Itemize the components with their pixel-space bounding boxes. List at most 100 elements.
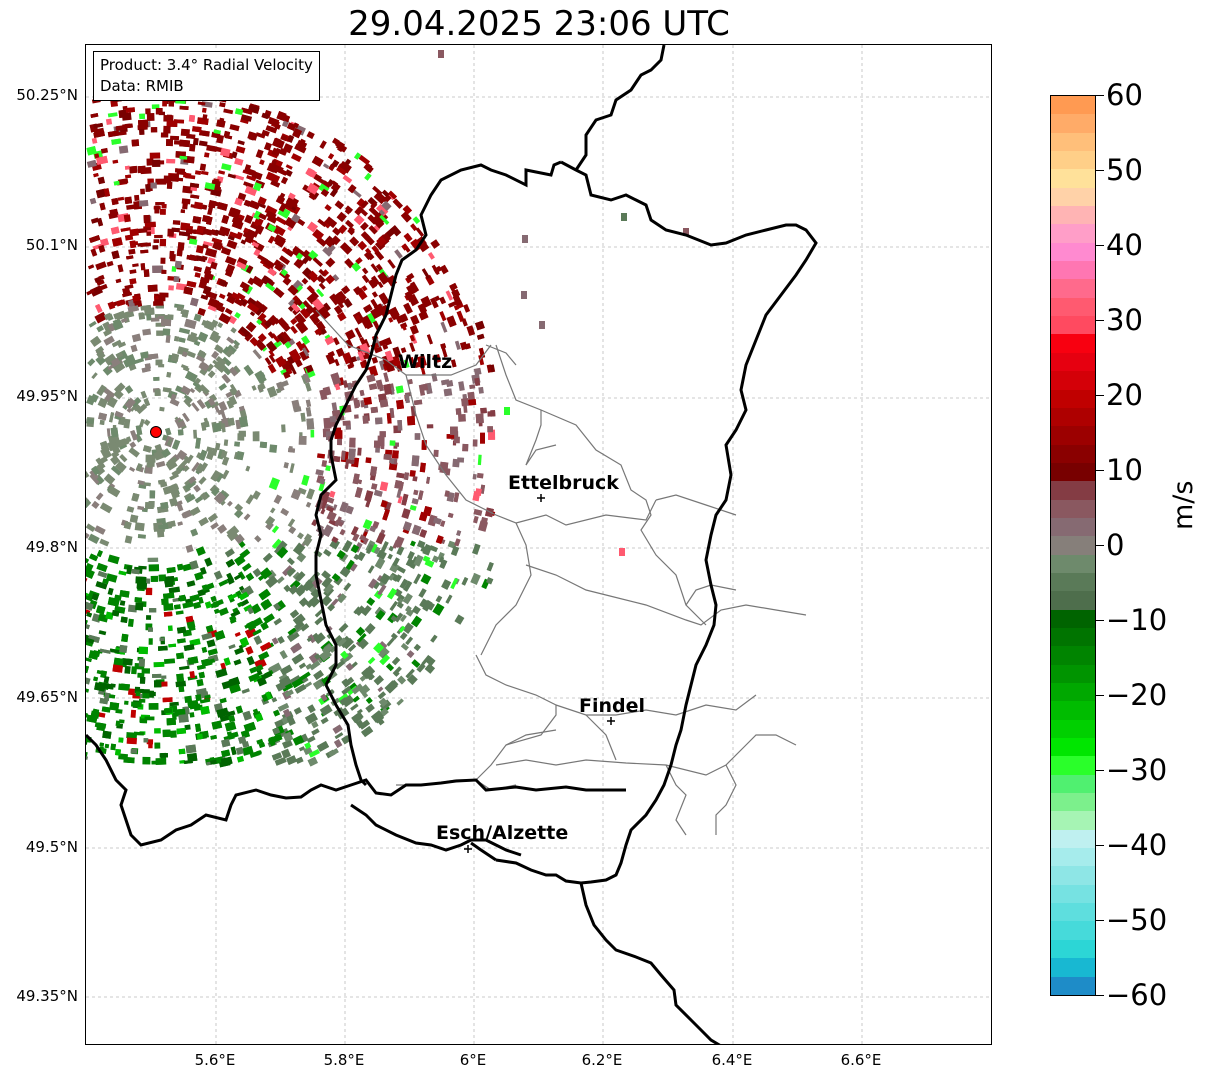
radar-echo-cell xyxy=(137,672,145,678)
radar-echo-cell xyxy=(203,320,216,331)
radar-echo-cell xyxy=(293,406,302,413)
radar-echo-cell xyxy=(295,340,305,352)
radar-echo-cell xyxy=(244,164,252,173)
radar-echo-cell xyxy=(153,376,160,381)
radar-echo-cell xyxy=(305,582,315,591)
radar-echo-cell xyxy=(334,430,343,439)
radar-echo-cell xyxy=(239,326,251,337)
radar-echo-cell xyxy=(431,555,440,563)
radar-echo-cell xyxy=(252,628,262,636)
radar-echo-cell xyxy=(96,155,109,165)
radar-echo-cell xyxy=(86,554,90,564)
radar-echo-cell xyxy=(478,354,485,366)
radar-echo-cell xyxy=(112,360,126,374)
radar-echo-cell xyxy=(172,597,180,602)
radar-echo-cell xyxy=(316,453,326,459)
radar-echo-cell xyxy=(86,688,90,693)
radar-echo-cell xyxy=(137,505,145,511)
radar-echo-cell xyxy=(229,231,241,240)
radar-echo-cell xyxy=(392,346,402,359)
radar-echo-cell xyxy=(90,112,99,119)
radar-echo-cell xyxy=(176,306,184,312)
radar-echo-cell xyxy=(389,562,400,573)
radar-echo-cell xyxy=(331,402,338,413)
radar-echo-cell xyxy=(438,50,444,58)
radar-echo-cell xyxy=(99,283,108,291)
radar-echo-cell xyxy=(411,659,421,668)
radar-echo-cell xyxy=(265,575,279,588)
radar-echo-cell xyxy=(358,684,371,696)
radar-echo-cell xyxy=(102,365,113,376)
radar-echo-cell xyxy=(129,165,138,174)
radar-echo-cell xyxy=(200,276,210,284)
radar-echo-cell xyxy=(106,396,118,408)
radar-echo-cell xyxy=(278,319,291,332)
radar-echo-cell xyxy=(130,429,138,441)
radar-echo-cell xyxy=(344,559,355,572)
radar-echo-cell xyxy=(94,311,108,324)
radar-echo-cell xyxy=(185,228,197,235)
radar-echo-cell xyxy=(96,722,106,732)
radar-echo-cell xyxy=(178,748,186,755)
radar-echo-cell xyxy=(396,472,405,479)
radar-echo-cell xyxy=(189,387,196,394)
radar-echo-cell xyxy=(430,634,438,643)
radar-echo-cell xyxy=(113,389,124,400)
radar-echo-cell xyxy=(385,663,395,672)
radar-echo-cell xyxy=(351,711,364,724)
radar-echo-cell xyxy=(294,143,307,154)
radar-echo-cell xyxy=(172,220,181,225)
radar-echo-cell xyxy=(382,508,390,521)
radar-echo-cell xyxy=(144,363,151,370)
map-panel[interactable]: Wiltz Ettelbruck Findel Esch/Alzette xyxy=(85,44,992,1045)
radar-echo-cell xyxy=(204,152,210,158)
radar-echo-cell xyxy=(203,266,212,275)
radar-echo-cell xyxy=(248,672,260,682)
radar-echo-cell xyxy=(384,350,394,362)
radar-echo-cell xyxy=(96,669,105,675)
radar-echo-cell xyxy=(234,197,244,206)
radar-echo-cell xyxy=(157,315,165,320)
radar-echo-cell xyxy=(171,227,180,233)
radar-echo-cell xyxy=(349,437,356,448)
radar-echo-cell xyxy=(245,646,254,655)
radar-echo-cell xyxy=(445,594,453,604)
radar-echo-cell xyxy=(146,739,154,745)
radar-echo-cell xyxy=(95,492,104,501)
radar-echo-cell xyxy=(221,738,231,748)
radar-echo-cell xyxy=(273,340,282,348)
radar-echo-cell xyxy=(119,311,130,319)
radar-echo-cell xyxy=(350,382,355,388)
radar-echo-cell xyxy=(379,431,386,438)
radar-echo-cell xyxy=(98,412,108,421)
radar-echo-cell xyxy=(316,288,325,298)
radar-echo-cell xyxy=(147,284,158,292)
radar-echo-cell xyxy=(234,533,245,545)
radar-echo-cell xyxy=(103,692,111,702)
radar-echo-cell xyxy=(142,328,152,336)
radar-echo-cell xyxy=(227,173,237,179)
radar-echo-cell xyxy=(86,469,90,478)
radar-echo-cell xyxy=(181,351,188,358)
radar-echo-cell xyxy=(115,461,127,473)
radar-echo-cell xyxy=(310,305,323,318)
radar-echo-cell xyxy=(366,597,376,607)
radar-echo-cell xyxy=(283,462,289,469)
radar-echo-cell xyxy=(163,708,173,714)
radar-echo-cell xyxy=(138,698,146,703)
radar-echo-cell xyxy=(179,594,187,602)
radar-echo-cell xyxy=(446,380,454,387)
radar-echo-cell xyxy=(139,113,146,120)
radar-echo-cell xyxy=(418,511,428,522)
radar-echo-cell xyxy=(176,652,184,660)
radar-echo-cell xyxy=(357,351,365,362)
radar-echo-cell xyxy=(93,463,106,476)
radar-echo-cell xyxy=(213,303,226,313)
radar-echo-cell xyxy=(243,199,251,207)
radar-echo-cell xyxy=(166,438,173,447)
lon-label-6-2: 6.2°E xyxy=(581,1051,623,1069)
radar-echo-cell xyxy=(469,384,476,390)
radar-echo-cell xyxy=(409,504,417,511)
radar-echo-cell xyxy=(103,312,113,321)
radar-echo-cell xyxy=(406,650,415,658)
